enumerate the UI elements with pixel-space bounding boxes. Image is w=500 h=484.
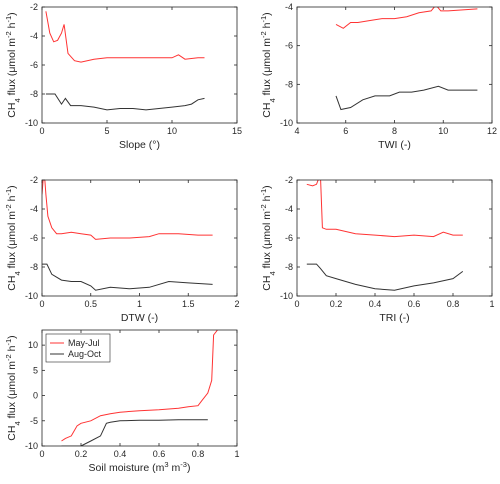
y-tick-label: 5 xyxy=(33,365,38,375)
y-axis-label: CH4 flux (μmol m-2 h-1) xyxy=(4,185,22,290)
axes-frame xyxy=(296,6,493,124)
subplot-4: 0 0.2 0.4 0.6 0.8 1 -10 -8 -6 -4 -2 TRI (-) CH4 flux… xyxy=(259,175,495,324)
y-tick-label: -2 xyxy=(30,175,38,185)
y-tick-label: -6 xyxy=(285,233,293,243)
x-tick-label: 0.6 xyxy=(408,299,421,309)
x-tick-label: 0 xyxy=(39,449,44,459)
x-tick-label: 0.2 xyxy=(75,449,88,459)
y-tick-label: -6 xyxy=(30,60,38,70)
y-tick-label: -8 xyxy=(285,262,293,272)
axes-frame xyxy=(41,329,238,447)
y-axis-label: CH4 flux (μmol m-2 h-1) xyxy=(4,12,22,117)
x-tick-label: 4 xyxy=(294,126,299,136)
y-tick-label: -4 xyxy=(285,2,293,12)
x-tick-label: 1 xyxy=(489,299,494,309)
y-tick-label: -10 xyxy=(25,118,38,128)
x-axis-label: TRI (-) xyxy=(379,312,409,324)
x-tick-label: 0.2 xyxy=(330,299,343,309)
y-tick-label: -10 xyxy=(25,441,38,451)
x-tick-label: 10 xyxy=(438,126,448,136)
y-tick-label: -10 xyxy=(25,291,38,301)
y-tick-label: -4 xyxy=(30,204,38,214)
series-line-aug-oct xyxy=(335,85,478,111)
series-line-aug-oct xyxy=(45,93,205,111)
y-axis-label: CH4 flux (μmol m-2 h-1) xyxy=(259,12,277,117)
subplot-1: 0 5 10 15 -10 -8 -6 -4 -2 Slope (°) CH4 flux (μmol… xyxy=(4,2,243,151)
series-line-aug-oct xyxy=(42,263,213,291)
y-tick-label: -10 xyxy=(280,118,293,128)
y-tick-label: -5 xyxy=(30,416,38,426)
x-tick-label: 15 xyxy=(232,126,242,136)
x-axis-label: Slope (°) xyxy=(119,139,160,151)
x-tick-label: 12 xyxy=(487,126,497,136)
x-tick-label: 0 xyxy=(39,299,44,309)
subplot-5: 0 0.2 0.4 0.6 0.8 1 -10 -5 0 5 10 Soil moisture (m3… xyxy=(4,329,240,475)
x-tick-label: 0.4 xyxy=(369,299,382,309)
series-line-aug-oct xyxy=(61,419,208,446)
x-tick-label: 0 xyxy=(39,126,44,136)
x-axis-label: Soil moisture (m3 m-3) xyxy=(89,460,191,475)
x-axis-label: DTW (-) xyxy=(121,312,158,324)
y-tick-label: -8 xyxy=(30,262,38,272)
y-tick-label: -6 xyxy=(285,41,293,51)
x-tick-label: 5 xyxy=(104,126,109,136)
y-tick-label: -6 xyxy=(30,233,38,243)
x-tick-label: 1.5 xyxy=(182,299,195,309)
subplot-2: 4 6 8 10 12 -10 -8 -6 -4 TWI (-) CH4 flux (μmol m-… xyxy=(259,2,498,151)
legend-box xyxy=(45,333,111,363)
series-line-aug-oct xyxy=(306,263,464,291)
y-tick-label: -8 xyxy=(30,89,38,99)
series-line-may-jul xyxy=(45,11,205,63)
x-tick-label: 2 xyxy=(234,299,239,309)
y-tick-label: 10 xyxy=(28,340,38,350)
series-line-may-jul xyxy=(306,180,463,238)
x-tick-label: 1 xyxy=(137,299,142,309)
y-tick-label: -2 xyxy=(30,2,38,12)
axes-frame xyxy=(296,179,493,297)
y-tick-label: -4 xyxy=(30,31,38,41)
y-tick-label: -8 xyxy=(285,79,293,89)
y-axis-label: CH4 flux (μmol m-2 h-1) xyxy=(259,185,277,290)
x-tick-label: 0.4 xyxy=(114,449,127,459)
legend-label-aug-oct: Aug-Oct xyxy=(68,349,102,359)
axes-frame xyxy=(41,179,238,297)
x-tick-label: 1 xyxy=(234,449,239,459)
series-line-may-jul xyxy=(335,7,478,29)
x-tick-label: 0.8 xyxy=(447,299,460,309)
y-axis-label: CH4 flux (μmol m-2 h-1) xyxy=(4,335,22,440)
x-tick-label: 8 xyxy=(392,126,397,136)
x-tick-label: 0.6 xyxy=(153,449,166,459)
y-tick-label: 0 xyxy=(33,391,38,401)
series-line-may-jul xyxy=(42,180,213,240)
x-tick-label: 10 xyxy=(167,126,177,136)
x-tick-label: 0.5 xyxy=(84,299,97,309)
x-tick-label: 6 xyxy=(343,126,348,136)
y-tick-label: -4 xyxy=(285,204,293,214)
x-axis-label: TWI (-) xyxy=(378,139,411,151)
x-tick-label: 0 xyxy=(294,299,299,309)
y-tick-label: -10 xyxy=(280,291,293,301)
series-line-may-jul xyxy=(61,330,218,442)
legend-label-may-jul: May-Jul xyxy=(68,338,100,348)
y-tick-label: -2 xyxy=(285,175,293,185)
x-tick-label: 0.8 xyxy=(192,449,205,459)
subplot-3: 0 0.5 1 1.5 2 -10 -8 -6 -4 -2 DTW (-) CH4 flux (μmo… xyxy=(4,175,240,324)
